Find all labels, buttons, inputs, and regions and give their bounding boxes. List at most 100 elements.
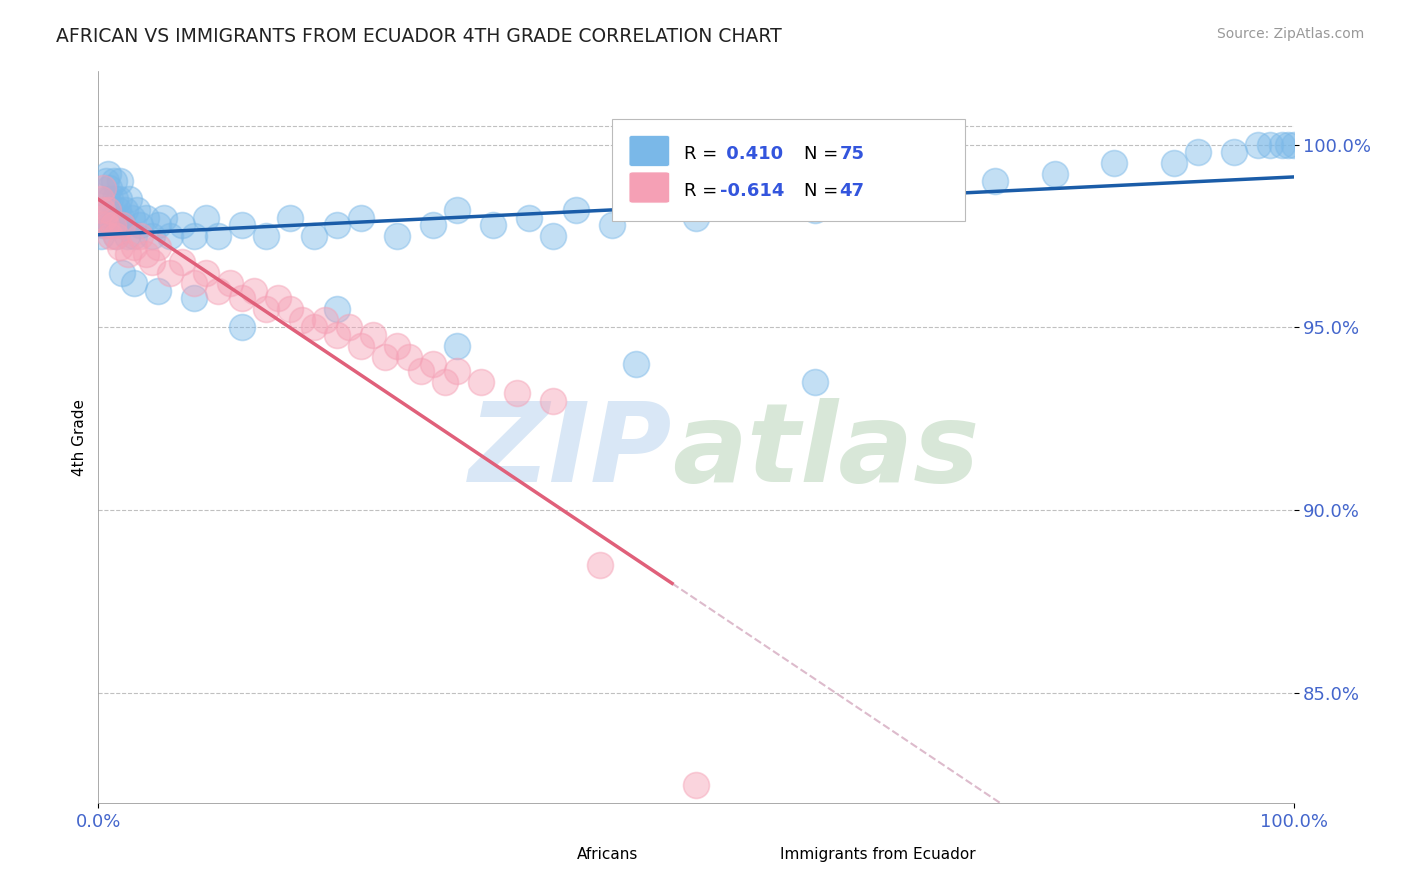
Point: [446, 339, 468, 353]
Point: [117, 247, 139, 261]
Point: [97, 167, 120, 181]
Text: N =: N =: [804, 145, 844, 163]
Point: [637, 193, 659, 207]
Point: [103, 174, 125, 188]
Point: [411, 364, 433, 378]
Point: [105, 229, 128, 244]
Point: [207, 229, 229, 244]
Point: [97, 203, 120, 218]
Point: [94, 218, 117, 232]
Point: [108, 174, 131, 188]
Point: [254, 302, 277, 317]
Point: [98, 181, 121, 195]
Point: [93, 203, 115, 218]
Point: [153, 211, 176, 225]
Point: [91, 211, 114, 225]
Point: [326, 302, 349, 317]
Text: -0.614: -0.614: [720, 182, 785, 200]
Point: [339, 320, 361, 334]
Point: [1163, 156, 1185, 170]
Point: [446, 203, 468, 218]
Point: [482, 218, 505, 232]
Point: [541, 393, 564, 408]
Point: [804, 203, 827, 218]
Text: atlas: atlas: [672, 398, 980, 505]
Point: [350, 339, 373, 353]
Point: [1282, 137, 1305, 152]
Point: [231, 320, 253, 334]
Point: [125, 203, 148, 218]
Point: [101, 218, 124, 232]
Point: [350, 211, 373, 225]
FancyBboxPatch shape: [613, 119, 965, 221]
Text: AFRICAN VS IMMIGRANTS FROM ECUADOR 4TH GRADE CORRELATION CHART: AFRICAN VS IMMIGRANTS FROM ECUADOR 4TH G…: [56, 27, 782, 45]
Point: [91, 181, 114, 195]
Point: [231, 291, 253, 305]
Point: [108, 240, 131, 254]
Point: [183, 291, 205, 305]
Point: [291, 313, 314, 327]
Point: [110, 211, 132, 225]
Point: [219, 277, 242, 291]
Point: [315, 313, 337, 327]
Point: [207, 284, 229, 298]
Point: [111, 218, 134, 232]
Point: [91, 218, 114, 232]
Point: [124, 229, 146, 244]
Text: R =: R =: [685, 145, 723, 163]
Y-axis label: 4th Grade: 4th Grade: [72, 399, 87, 475]
Point: [506, 386, 529, 401]
Point: [96, 193, 118, 207]
Point: [1187, 145, 1209, 159]
Point: [1258, 137, 1281, 152]
Point: [385, 229, 409, 244]
Point: [159, 266, 181, 280]
Point: [924, 181, 946, 195]
Point: [385, 339, 409, 353]
Point: [98, 193, 122, 207]
Point: [541, 229, 564, 244]
Point: [124, 240, 146, 254]
Point: [111, 266, 134, 280]
Point: [302, 229, 325, 244]
Point: [90, 229, 112, 244]
Point: [124, 277, 146, 291]
Point: [804, 376, 827, 390]
Point: [195, 266, 218, 280]
Point: [94, 174, 117, 188]
FancyBboxPatch shape: [537, 841, 574, 870]
Point: [135, 247, 157, 261]
Point: [267, 291, 290, 305]
Point: [865, 193, 887, 207]
Point: [195, 211, 218, 225]
Point: [302, 320, 325, 334]
Point: [254, 229, 277, 244]
Point: [745, 193, 768, 207]
Point: [135, 211, 157, 225]
Text: N =: N =: [804, 182, 844, 200]
Text: 47: 47: [839, 182, 865, 200]
Point: [100, 218, 122, 232]
Point: [115, 229, 138, 244]
Point: [183, 277, 205, 291]
Point: [105, 229, 128, 244]
Point: [1277, 137, 1299, 152]
Text: R =: R =: [685, 182, 723, 200]
Point: [159, 229, 181, 244]
Point: [101, 211, 124, 225]
Text: 0.410: 0.410: [720, 145, 783, 163]
Point: [517, 211, 540, 225]
Point: [1247, 137, 1270, 152]
Point: [446, 364, 468, 378]
Point: [565, 203, 588, 218]
Text: Source: ZipAtlas.com: Source: ZipAtlas.com: [1216, 27, 1364, 41]
Point: [172, 218, 194, 232]
Point: [1223, 145, 1246, 159]
Point: [148, 218, 170, 232]
Point: [91, 203, 114, 218]
Point: [422, 357, 444, 371]
Point: [129, 218, 152, 232]
Point: [121, 211, 143, 225]
Point: [422, 218, 444, 232]
Point: [1104, 156, 1126, 170]
